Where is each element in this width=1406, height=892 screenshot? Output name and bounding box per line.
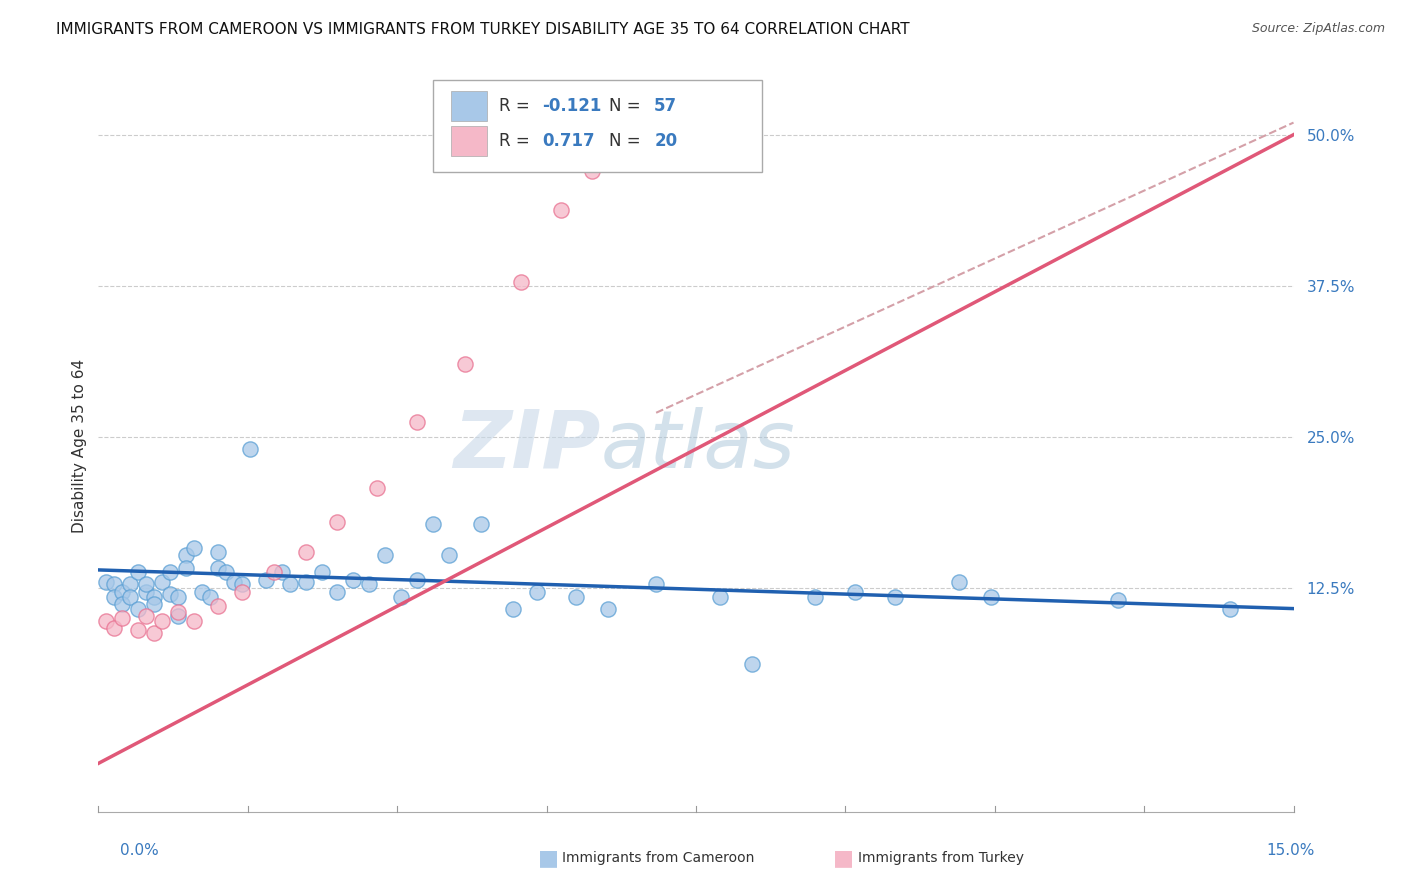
Point: [150, 574, 173, 589]
Point: [198, 590, 221, 604]
Point: [278, 577, 301, 591]
Point: [103, 621, 125, 635]
Text: ■: ■: [834, 848, 853, 868]
Point: [111, 597, 134, 611]
Text: -0.121: -0.121: [541, 97, 602, 115]
Point: [96, 614, 118, 628]
Point: [1219, 601, 1241, 615]
Point: [509, 275, 531, 289]
Point: [804, 590, 827, 604]
Point: [207, 599, 229, 614]
Text: N =: N =: [609, 97, 645, 115]
Point: [359, 577, 381, 591]
Text: 20: 20: [654, 132, 678, 150]
FancyBboxPatch shape: [451, 91, 486, 120]
Point: [143, 597, 166, 611]
Text: 15.0%: 15.0%: [1267, 843, 1315, 858]
Point: [96, 574, 118, 589]
Point: [422, 516, 444, 531]
Point: [598, 601, 620, 615]
Point: [231, 577, 253, 591]
Point: [231, 584, 253, 599]
Point: [254, 573, 277, 587]
Point: [120, 577, 142, 591]
Point: [103, 577, 125, 591]
Point: [470, 516, 492, 531]
Point: [127, 624, 149, 638]
Point: [437, 549, 460, 563]
Text: ZIP: ZIP: [453, 407, 600, 485]
Point: [565, 590, 588, 604]
Point: [326, 515, 349, 529]
Point: [207, 545, 229, 559]
Point: [342, 573, 364, 587]
Point: [143, 625, 166, 640]
Point: [159, 587, 181, 601]
Point: [167, 605, 190, 619]
Point: [844, 584, 866, 599]
Point: [150, 614, 173, 628]
Point: [111, 611, 134, 625]
Point: [948, 574, 970, 589]
Point: [1107, 593, 1129, 607]
FancyBboxPatch shape: [451, 127, 486, 155]
Point: [159, 566, 181, 580]
Point: [143, 590, 166, 604]
Point: [263, 566, 285, 580]
Point: [270, 566, 292, 580]
Point: [366, 481, 388, 495]
Point: [127, 601, 149, 615]
Point: [103, 590, 125, 604]
Point: [326, 584, 349, 599]
Point: [294, 574, 316, 589]
Point: [135, 577, 157, 591]
Point: [645, 577, 668, 591]
Text: R =: R =: [499, 97, 534, 115]
Text: 57: 57: [654, 97, 678, 115]
Point: [167, 608, 190, 623]
Text: ■: ■: [538, 848, 558, 868]
Point: [207, 560, 229, 574]
Text: atlas: atlas: [600, 407, 796, 485]
Point: [311, 566, 333, 580]
FancyBboxPatch shape: [433, 80, 762, 171]
Point: [222, 574, 245, 589]
Point: [294, 545, 316, 559]
Y-axis label: Disability Age 35 to 64: Disability Age 35 to 64: [72, 359, 87, 533]
Point: [167, 590, 190, 604]
Point: [581, 164, 603, 178]
Point: [120, 590, 142, 604]
Point: [406, 416, 429, 430]
Point: [454, 358, 477, 372]
Point: [389, 590, 412, 604]
Point: [741, 657, 763, 672]
Point: [191, 584, 214, 599]
Point: [884, 590, 907, 604]
Point: [550, 202, 572, 217]
Point: [183, 541, 205, 556]
Point: [135, 584, 157, 599]
Point: [526, 584, 548, 599]
Point: [127, 566, 149, 580]
Point: [709, 590, 731, 604]
Point: [174, 560, 197, 574]
Text: Source: ZipAtlas.com: Source: ZipAtlas.com: [1251, 22, 1385, 36]
Point: [406, 573, 429, 587]
Text: 0.717: 0.717: [541, 132, 595, 150]
Point: [374, 549, 396, 563]
Point: [239, 442, 262, 456]
Text: IMMIGRANTS FROM CAMEROON VS IMMIGRANTS FROM TURKEY DISABILITY AGE 35 TO 64 CORRE: IMMIGRANTS FROM CAMEROON VS IMMIGRANTS F…: [56, 22, 910, 37]
Point: [183, 614, 205, 628]
Text: R =: R =: [499, 132, 534, 150]
Text: Immigrants from Cameroon: Immigrants from Cameroon: [562, 851, 755, 865]
Text: Immigrants from Turkey: Immigrants from Turkey: [858, 851, 1024, 865]
Point: [502, 601, 524, 615]
Point: [111, 584, 134, 599]
Point: [215, 566, 238, 580]
Point: [980, 590, 1002, 604]
Point: [174, 549, 197, 563]
Point: [135, 608, 157, 623]
Text: 0.0%: 0.0%: [120, 843, 159, 858]
Text: N =: N =: [609, 132, 645, 150]
